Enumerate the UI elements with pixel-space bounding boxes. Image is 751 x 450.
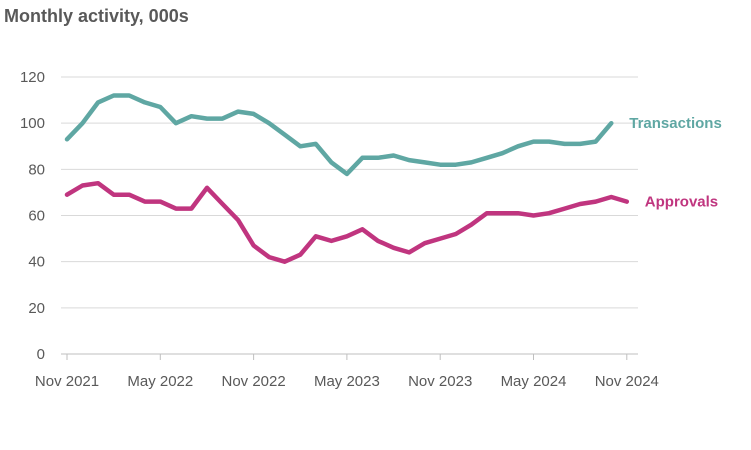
y-axis-tick-labels: 0 20 40 60 80 100 120 bbox=[20, 69, 45, 363]
y-tick-label: 100 bbox=[20, 115, 45, 132]
x-tick-label: Nov 2023 bbox=[408, 373, 472, 390]
x-tick-label: May 2022 bbox=[127, 373, 193, 390]
y-tick-label: 120 bbox=[20, 69, 45, 86]
series-label-transactions: Transactions bbox=[629, 115, 722, 132]
x-tick-label: May 2023 bbox=[314, 373, 380, 390]
x-tick-label: Nov 2021 bbox=[35, 373, 99, 390]
series-lines bbox=[64, 93, 630, 264]
x-tick-label: May 2024 bbox=[501, 373, 567, 390]
chart-title: Monthly activity, 000s bbox=[4, 6, 189, 26]
y-tick-label: 0 bbox=[37, 346, 45, 363]
series-line-transactions bbox=[64, 93, 614, 177]
y-tick-label: 40 bbox=[28, 254, 45, 271]
y-tick-label: 80 bbox=[28, 161, 45, 178]
x-axis-ticks: Nov 2021 May 2022 Nov 2022 May 2023 Nov 2023… bbox=[35, 354, 659, 390]
series-labels: Transactions Approvals bbox=[629, 115, 722, 210]
y-tick-label: 20 bbox=[28, 300, 45, 317]
x-tick-label: Nov 2024 bbox=[595, 373, 659, 390]
x-tick-label: Nov 2022 bbox=[221, 373, 285, 390]
gridlines bbox=[61, 76, 638, 309]
series-label-approvals: Approvals bbox=[645, 194, 718, 211]
series-line-approvals bbox=[64, 180, 630, 264]
y-tick-label: 60 bbox=[28, 208, 45, 225]
